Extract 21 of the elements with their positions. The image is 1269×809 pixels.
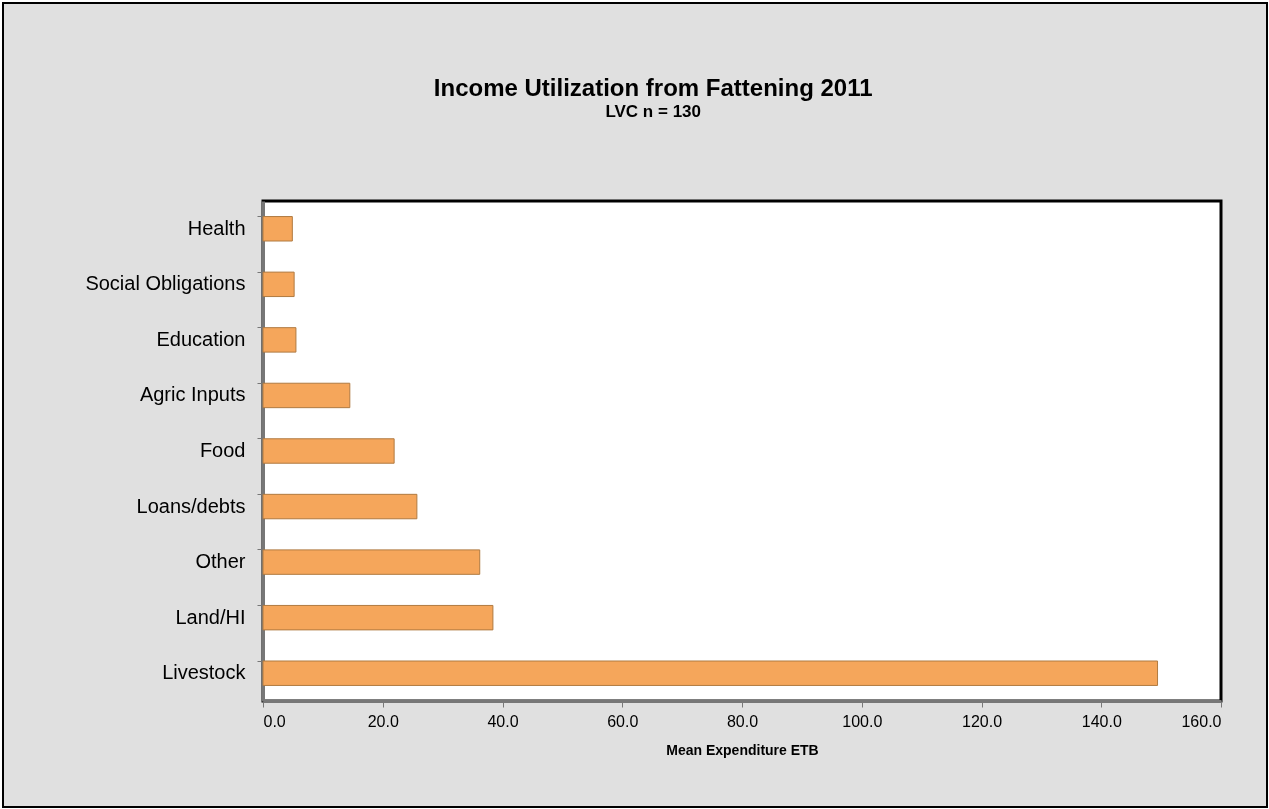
y-tick-label: Health (187, 216, 246, 239)
y-tick-label: Land/HI (175, 605, 246, 628)
chart-subtitle: LVC n = 130 (605, 102, 701, 121)
y-tick-label: Food (199, 439, 246, 461)
x-tick-label: 160.0 (1181, 712, 1222, 730)
x-tick-label: 80.0 (726, 712, 759, 730)
x-tick-label: 0.0 (263, 712, 286, 730)
y-tick-label: Agric Inputs (139, 383, 246, 406)
y-tick-label: Livestock (162, 661, 247, 684)
y-tick-label: Other (195, 550, 246, 573)
x-tick-label: 20.0 (367, 712, 399, 730)
y-tick-label: Loans/debts (136, 494, 246, 517)
x-tick-label: 140.0 (1081, 712, 1122, 730)
y-tick-label: Social Obligations (85, 272, 246, 295)
x-tick-label: 120.0 (961, 712, 1003, 730)
y-tick-label: Education (156, 327, 246, 350)
chart-title: Income Utilization from Fattening 2011 (433, 74, 873, 101)
x-tick-label: 60.0 (607, 712, 639, 730)
x-axis-title: Mean Expenditure ETB (666, 741, 819, 758)
x-tick-label: 40.0 (487, 712, 519, 730)
x-tick-label: 100.0 (842, 712, 883, 730)
